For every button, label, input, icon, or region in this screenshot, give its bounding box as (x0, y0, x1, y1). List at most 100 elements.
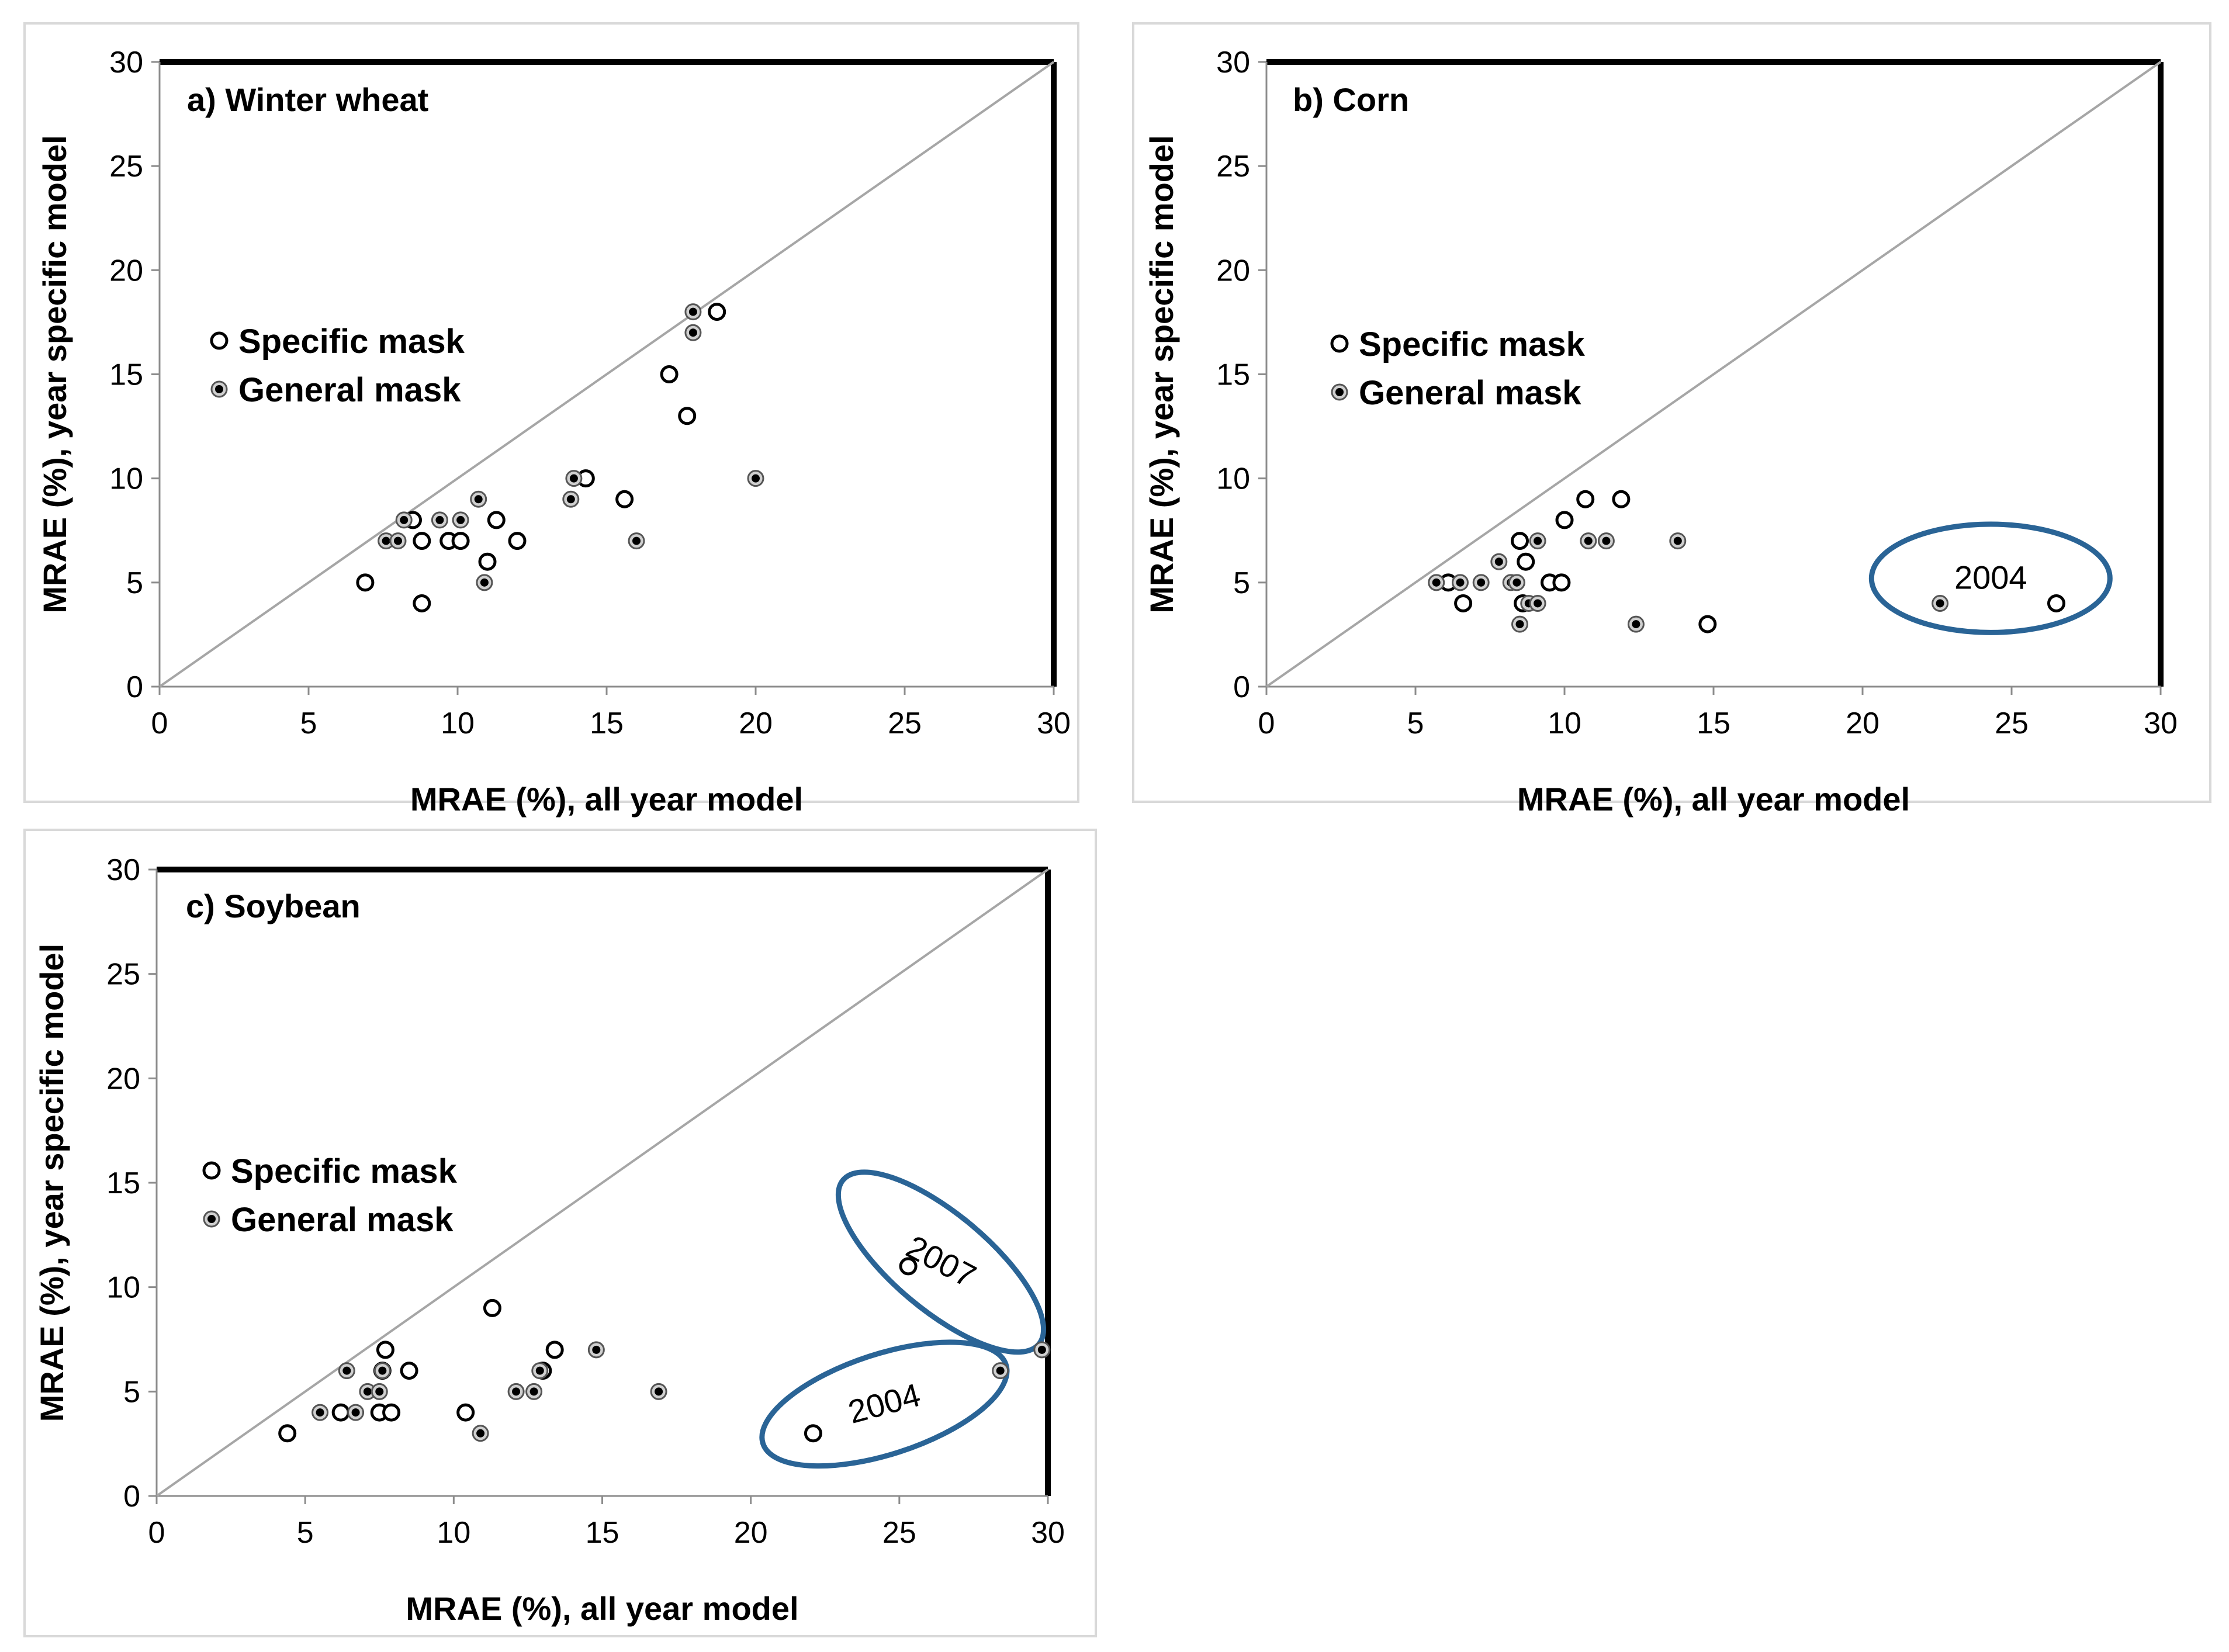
chart-a-x-tick-label: 10 (441, 706, 475, 740)
chart-b-y-tick-label: 20 (1216, 254, 1250, 288)
chart-c-y-tick-label: 15 (106, 1166, 140, 1200)
chart-c-point-specific (804, 1424, 822, 1443)
chart-c-x-tick-label: 15 (586, 1516, 619, 1550)
chart-a-y-axis-title: MRAE (%), year specific model (36, 135, 73, 613)
chart-a-point-specific (615, 490, 634, 508)
chart-c-title: c) Soybean (186, 888, 361, 924)
chart-b-point-specific (1576, 490, 1595, 508)
chart-b-point-general-core (1432, 578, 1441, 587)
chart-c-x-tick-label: 30 (1031, 1516, 1065, 1550)
chart-a-y-tick-label: 30 (109, 46, 143, 79)
chart-c-legend-marker-specific (202, 1161, 221, 1180)
chart-a-x-tick-label: 5 (300, 706, 317, 740)
chart-a-y-tick-label: 25 (109, 150, 143, 183)
chart-c-legend-label: Specific mask (231, 1152, 458, 1190)
chart-c-point-specific (331, 1403, 350, 1422)
chart-a-point-specific (487, 511, 506, 529)
chart-a-x-tick-label: 15 (590, 706, 624, 740)
chart-a-point-general-core (480, 578, 489, 587)
chart-b-point-general-core (1534, 599, 1542, 608)
chart-b-point-general-core (1456, 578, 1465, 587)
chart-a-one-to-one-line (158, 61, 1055, 688)
chart-a-point-specific (708, 303, 726, 321)
chart-c: 0 5 10 15 20 25 30 0 5 10 15 20 25 30 MRAE (%), all ye… (23, 829, 1097, 1637)
chart-c-y-tick-label: 25 (106, 958, 140, 992)
chart-b-point-specific (1454, 594, 1473, 612)
chart-b-point-general-core (1512, 578, 1521, 587)
chart-c-y-tick-label: 30 (106, 853, 140, 887)
chart-b-annotation-ellipse (1868, 521, 2113, 635)
chart-a-legend-marker-general-core (215, 385, 223, 393)
chart-b-x-tick-label: 5 (1407, 706, 1424, 740)
chart-c-point-general-core (342, 1366, 351, 1375)
chart-b-y-tick-label: 5 (1233, 566, 1250, 600)
chart-c-one-to-one-line (155, 868, 1049, 1497)
chart-c-point-specific (376, 1341, 394, 1359)
chart-b-point-specific (1552, 573, 1571, 592)
chart-a: 0 5 10 15 20 25 30 0 5 10 15 20 25 30 MRAE (%), all ye… (23, 22, 1079, 818)
chart-c-point-general-core (363, 1387, 372, 1396)
chart-b-annotation-label: 2004 (1954, 559, 2027, 596)
chart-a-x-tick-label: 30 (1037, 706, 1071, 740)
chart-c-legend-marker-general-core (207, 1215, 216, 1223)
chart-a-point-specific (413, 532, 431, 550)
chart-b-y-tick-label: 10 (1216, 462, 1250, 496)
chart-c-point-specific (382, 1403, 401, 1422)
chart-b-legend-marker-general-core (1335, 388, 1344, 396)
chart-a-y-tick-label: 5 (126, 566, 143, 600)
chart-c-point-general-core (535, 1366, 544, 1375)
chart-c-x-tick-label: 25 (882, 1516, 916, 1550)
chart-b-x-axis-title: MRAE (%), all year model (1517, 781, 1910, 818)
chart-c-point-general-core (655, 1387, 663, 1396)
chart-a-title: a) Winter wheat (187, 81, 428, 118)
chart-b-x-tick-label: 20 (1846, 706, 1880, 740)
chart-a-point-general-core (688, 307, 697, 316)
chart-b-point-general-core (1534, 536, 1542, 545)
chart-b-legend-marker-specific (1330, 334, 1349, 353)
chart-c-x-tick-label: 0 (148, 1516, 165, 1550)
chart-b-y-axis-title: MRAE (%), year specific model (1143, 135, 1180, 613)
chart-c-y-axis-title: MRAE (%), year specific model (33, 944, 70, 1422)
chart-c-legend-label: General mask (231, 1201, 454, 1239)
chart-b-y-tick-label: 15 (1216, 358, 1250, 392)
chart-c-x-axis-title: MRAE (%), all year model (406, 1590, 798, 1627)
chart-c-point-general-core (1037, 1345, 1046, 1354)
chart-a-point-specific (451, 532, 470, 550)
chart-b-x-tick-label: 0 (1258, 706, 1275, 740)
chart-b-x-tick-label: 10 (1548, 706, 1581, 740)
chart-a-point-general-core (456, 515, 465, 524)
chart-c-point-general-core (375, 1387, 384, 1396)
chart-c-point-general-core (316, 1408, 324, 1417)
chart-a-legend-label: General mask (238, 371, 461, 409)
chart-a-y-tick-label: 15 (109, 358, 143, 392)
chart-b-y-tick-label: 30 (1216, 46, 1250, 79)
chart-b-point-general-core (1477, 578, 1486, 587)
chart-a-point-general-core (569, 474, 578, 483)
chart-a-legend-marker-specific (210, 331, 229, 350)
chart-b-legend-label: General mask (1359, 374, 1581, 412)
chart-c-point-general-core (996, 1366, 1005, 1375)
chart-b-point-specific (2047, 594, 2065, 612)
chart-b-point-general-core (1494, 557, 1503, 566)
chart-b-point-general-core (1673, 536, 1682, 545)
chart-b: 0 5 10 15 20 25 30 0 5 10 15 20 25 30 MRAE (%), all ye… (1132, 22, 2211, 818)
chart-a-x-tick-label: 25 (888, 706, 922, 740)
chart-c-point-specific (456, 1403, 475, 1422)
chart-c-point-specific (899, 1257, 918, 1276)
chart-b-point-general-core (1936, 599, 1944, 608)
chart-c-point-general-core (512, 1387, 521, 1396)
chart-c-point-specific (400, 1362, 418, 1380)
chart-b-legend-label: Specific mask (1359, 325, 1586, 363)
chart-c-x-tick-label: 5 (297, 1516, 314, 1550)
chart-b-point-general-core (1584, 536, 1593, 545)
chart-a-point-general-core (474, 495, 483, 504)
chart-c-point-specific (278, 1424, 297, 1443)
chart-a-point-general-core (382, 536, 390, 545)
chart-b-y-tick-label: 25 (1216, 150, 1250, 183)
chart-c-point-general-core (529, 1387, 538, 1396)
chart-a-point-general-core (688, 328, 697, 337)
chart-a-x-tick-label: 0 (151, 706, 168, 740)
chart-a-point-specific (356, 573, 375, 592)
chart-a-point-general-core (632, 536, 641, 545)
